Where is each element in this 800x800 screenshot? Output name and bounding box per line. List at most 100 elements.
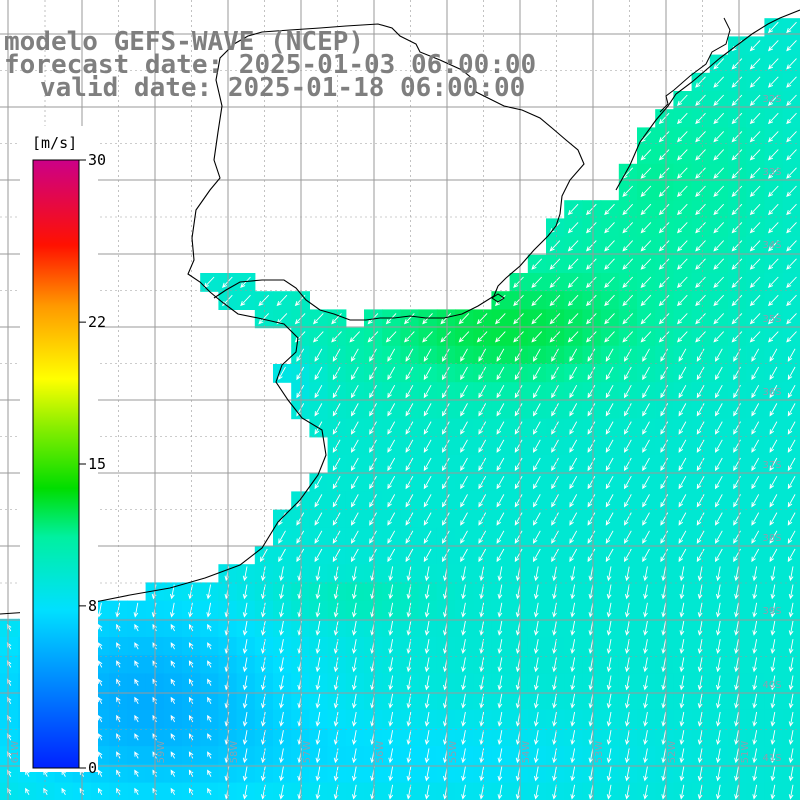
wind-arrow bbox=[134, 623, 139, 632]
wind-arrow bbox=[605, 548, 614, 563]
wind-cell bbox=[163, 782, 183, 800]
wind-arrow bbox=[605, 457, 614, 472]
wind-arrow bbox=[661, 584, 667, 600]
wind-arrow bbox=[188, 660, 194, 668]
wind-arrow bbox=[207, 623, 212, 632]
wind-arrow bbox=[388, 602, 394, 618]
wind-arrow bbox=[752, 675, 758, 691]
wind-arrow bbox=[788, 784, 794, 800]
wind-arrow bbox=[767, 276, 779, 288]
wind-arrow bbox=[406, 766, 412, 782]
wind-arrow bbox=[478, 384, 487, 399]
wind-arrow bbox=[588, 675, 594, 691]
wind-cell bbox=[36, 782, 56, 800]
wind-arrow bbox=[606, 602, 612, 618]
wind-arrow bbox=[461, 766, 466, 782]
wind-arrow bbox=[333, 620, 339, 636]
wind-arrow bbox=[749, 222, 761, 234]
wind-arrow bbox=[660, 494, 669, 508]
wind-arrow bbox=[587, 421, 596, 435]
wind-arrow bbox=[661, 693, 667, 709]
wind-arrow bbox=[661, 748, 667, 764]
wind-arrow bbox=[731, 58, 743, 70]
wind-arrow bbox=[749, 149, 761, 161]
wind-arrow bbox=[315, 657, 321, 673]
wind-arrow bbox=[424, 566, 430, 582]
wind-arrow bbox=[695, 276, 706, 288]
wind-arrow bbox=[188, 642, 194, 650]
wind-arrow bbox=[624, 730, 630, 746]
wind-arrow bbox=[569, 403, 578, 417]
wind-arrow bbox=[714, 439, 723, 453]
wind-arrow bbox=[787, 403, 796, 417]
wind-arrow bbox=[786, 40, 797, 52]
wind-arrow bbox=[715, 620, 721, 636]
wind-arrow bbox=[786, 331, 797, 343]
wind-arrow bbox=[587, 475, 596, 490]
wind-arrow bbox=[351, 784, 357, 800]
wind-arrow bbox=[315, 766, 321, 782]
wind-arrow bbox=[786, 58, 797, 70]
wind-arrow bbox=[569, 348, 578, 362]
wind-arrow bbox=[658, 313, 670, 325]
wind-cell bbox=[200, 782, 219, 800]
wind-arrow bbox=[441, 384, 450, 399]
wind-arrow bbox=[749, 76, 761, 88]
wind-arrow bbox=[676, 313, 688, 325]
wind-arrow bbox=[643, 566, 648, 582]
wind-arrow bbox=[551, 530, 559, 544]
wind-arrow bbox=[787, 512, 796, 526]
wind-arrow bbox=[351, 620, 357, 636]
wind-arrow bbox=[786, 240, 797, 252]
wind-arrow bbox=[461, 675, 466, 691]
wind-arrow bbox=[695, 258, 706, 270]
wind-arrow bbox=[676, 240, 688, 252]
wind-arrow bbox=[134, 696, 139, 705]
wind-arrow bbox=[767, 76, 779, 88]
wind-arrow bbox=[350, 494, 359, 508]
wind-arrow bbox=[388, 639, 394, 655]
wind-arrow bbox=[496, 421, 505, 435]
wind-arrow bbox=[496, 512, 505, 526]
wind-arrow bbox=[207, 696, 212, 705]
wind-arrow bbox=[567, 222, 579, 234]
wind-arrow bbox=[588, 602, 594, 618]
wind-arrow bbox=[622, 276, 634, 288]
wind-arrow bbox=[585, 203, 597, 216]
wind-arrow bbox=[349, 331, 361, 343]
wind-arrow bbox=[188, 733, 194, 741]
wind-arrow bbox=[97, 751, 103, 759]
wind-arrow bbox=[460, 366, 468, 381]
wind-arrow bbox=[751, 384, 760, 399]
wind-arrow bbox=[714, 548, 723, 563]
lon-label: 61W bbox=[10, 741, 21, 764]
wind-arrow bbox=[678, 548, 687, 563]
wind-arrow bbox=[697, 784, 703, 800]
wind-arrow bbox=[770, 784, 776, 800]
wind-arrow bbox=[787, 439, 796, 453]
wind-arrow bbox=[551, 512, 559, 526]
wind-arrow bbox=[405, 366, 414, 381]
wind-arrow bbox=[676, 276, 688, 288]
wind-arrow bbox=[406, 711, 412, 727]
wind-arrow bbox=[787, 530, 796, 544]
wind-arrow bbox=[752, 693, 758, 709]
wind-arrow bbox=[624, 784, 630, 800]
wind-arrow bbox=[767, 131, 779, 143]
wind-arrow bbox=[551, 475, 559, 490]
wind-arrow bbox=[533, 784, 539, 800]
wind-arrow bbox=[314, 403, 323, 417]
wind-arrow bbox=[787, 348, 796, 362]
wind-arrow bbox=[206, 584, 212, 600]
wind-arrow bbox=[314, 530, 323, 544]
wind-arrow bbox=[531, 294, 543, 307]
wind-arrow bbox=[606, 639, 612, 655]
wind-arrow bbox=[751, 439, 760, 453]
wind-arrow bbox=[642, 366, 650, 381]
wind-arrow bbox=[314, 494, 323, 508]
wind-arrow bbox=[461, 620, 466, 636]
wind-arrow bbox=[424, 748, 430, 764]
wind-arrow bbox=[405, 457, 414, 472]
wind-arrow bbox=[605, 512, 614, 526]
